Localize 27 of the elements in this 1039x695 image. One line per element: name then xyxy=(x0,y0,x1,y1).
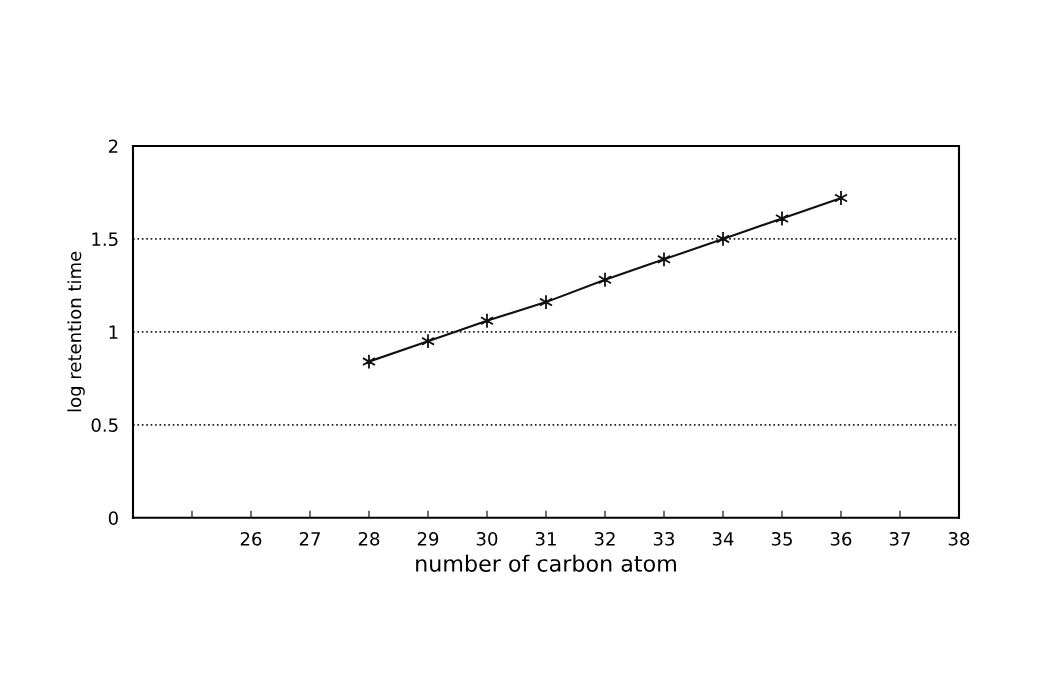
y-axis-title: log retention time xyxy=(67,251,85,412)
y-tick-label: 0 xyxy=(108,511,118,525)
point xyxy=(716,231,730,247)
x-tick-label: 27 xyxy=(299,531,320,546)
x-tick-label: 32 xyxy=(594,531,615,546)
x-tick-label: 29 xyxy=(417,531,439,546)
y-tick-label: 2 xyxy=(108,139,118,153)
x-tick-label: 37 xyxy=(889,531,910,546)
point xyxy=(539,294,553,310)
x-tick-label: 30 xyxy=(476,531,498,546)
x-tick-label: 38 xyxy=(948,531,970,546)
y-tick-label: 0.5 xyxy=(91,418,118,432)
point xyxy=(657,251,671,268)
point xyxy=(598,271,612,288)
x-axis-title: number of carbon atom xyxy=(416,554,676,572)
y-tick-label: 1.5 xyxy=(92,232,118,247)
x-tick-label: 35 xyxy=(771,531,792,546)
x-tick-label: 28 xyxy=(358,531,380,546)
point xyxy=(480,312,494,329)
x-tick-label: 36 xyxy=(830,531,852,546)
point xyxy=(421,333,435,350)
x-tick-label: 31 xyxy=(535,531,556,546)
point xyxy=(834,190,848,206)
x-tick-label: 34 xyxy=(712,531,734,546)
x-tick-label: 33 xyxy=(653,531,675,546)
x-tick-label: 26 xyxy=(240,531,262,546)
y-tick-label: 1 xyxy=(109,325,118,339)
